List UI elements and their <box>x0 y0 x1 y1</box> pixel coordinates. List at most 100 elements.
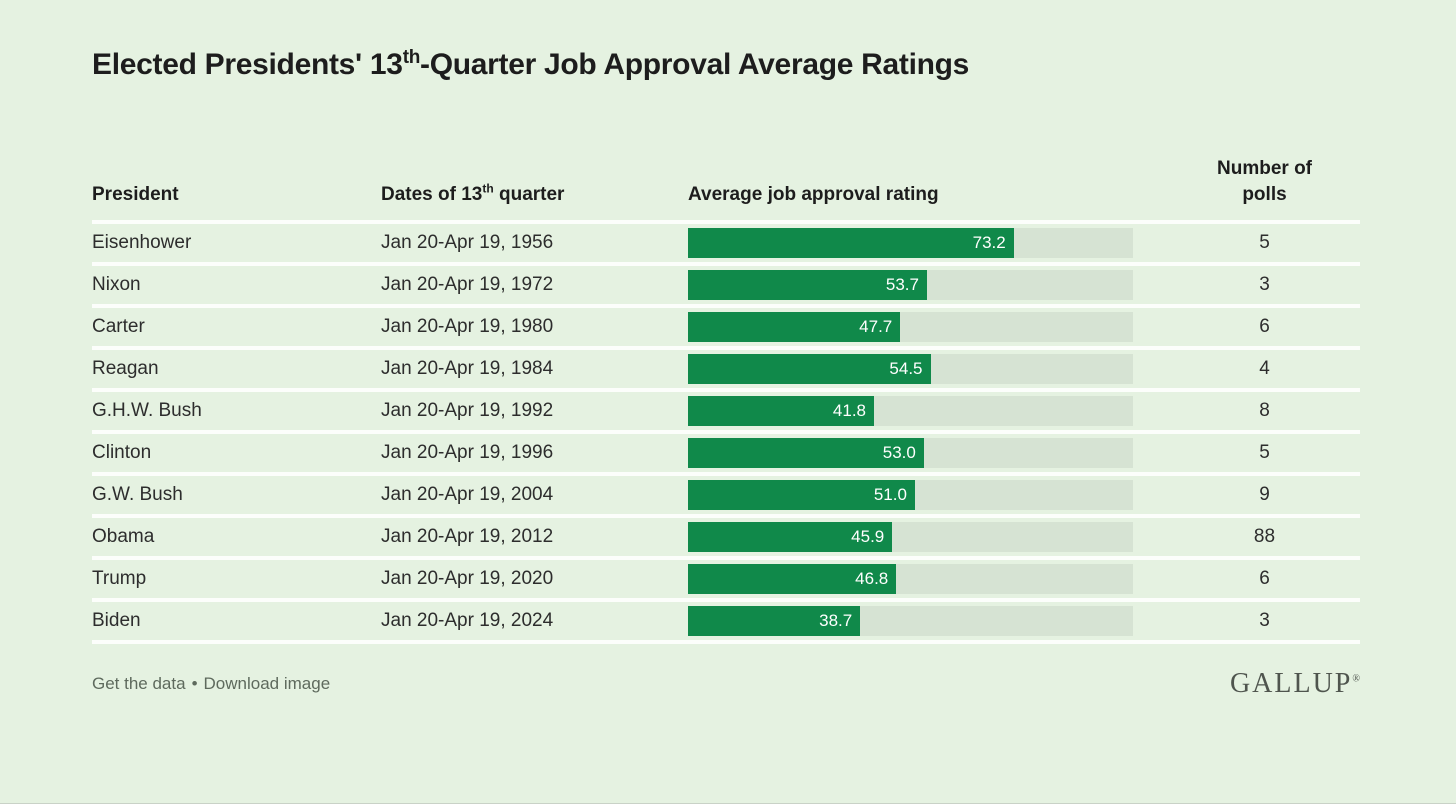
quarter-dates: Jan 20-Apr 19, 2004 <box>381 484 554 506</box>
approval-bar-fill: 51.0 <box>688 480 915 511</box>
quarter-dates: Jan 20-Apr 19, 2020 <box>381 568 554 590</box>
approval-bar-track: 46.8 <box>688 564 1133 595</box>
approval-bar-cell: 41.8 <box>688 396 1169 427</box>
approval-bar-cell: 51.0 <box>688 480 1169 511</box>
table-row: G.W. Bush Jan 20-Apr 19, 2004 51.0 9 <box>92 476 1360 519</box>
footer-links-separator: • <box>191 674 198 694</box>
poll-count: 5 <box>1259 442 1270 464</box>
approval-bar-cell: 54.5 <box>688 354 1169 385</box>
approval-bar-fill: 53.7 <box>688 270 927 301</box>
quarter-dates: Jan 20-Apr 19, 1984 <box>381 358 554 380</box>
approval-value-label: 73.2 <box>972 233 1006 253</box>
poll-count: 6 <box>1259 568 1270 590</box>
dates-header-text: Dates of 13 <box>381 183 483 205</box>
approval-bar-cell: 53.7 <box>688 270 1169 301</box>
approval-bar-cell: 53.0 <box>688 438 1169 469</box>
approval-bar-track: 53.0 <box>688 438 1133 469</box>
approval-bar-track: 54.5 <box>688 354 1133 385</box>
president-name: Obama <box>92 526 155 548</box>
footer-links: Get the data • Download image <box>92 674 330 694</box>
table-row: Biden Jan 20-Apr 19, 2024 38.7 3 <box>92 602 1360 645</box>
approval-bar-track: 53.7 <box>688 270 1133 301</box>
approval-bar-fill: 47.7 <box>688 312 901 343</box>
president-name: Eisenhower <box>92 232 192 254</box>
approval-value-label: 46.8 <box>855 569 889 589</box>
approval-value-label: 51.0 <box>873 485 907 505</box>
gallup-logo: GALLUP® <box>1230 668 1360 700</box>
president-name: G.H.W. Bush <box>92 400 202 422</box>
title-superscript: th <box>402 47 421 68</box>
registered-trademark-mark: ® <box>1352 673 1360 685</box>
president-name: G.W. Bush <box>92 484 183 506</box>
approval-value-label: 54.5 <box>889 359 923 379</box>
approval-table: President Dates of 13th quarter Average … <box>92 156 1360 645</box>
approval-bar-fill: 46.8 <box>688 564 897 595</box>
quarter-dates: Jan 20-Apr 19, 1992 <box>381 400 554 422</box>
approval-bar-track: 45.9 <box>688 522 1133 553</box>
table-row: Nixon Jan 20-Apr 19, 1972 53.7 3 <box>92 266 1360 309</box>
approval-bar-cell: 47.7 <box>688 312 1169 343</box>
approval-bar-fill: 41.8 <box>688 396 874 427</box>
table-header-row: President Dates of 13th quarter Average … <box>92 156 1360 225</box>
quarter-dates: Jan 20-Apr 19, 2012 <box>381 526 554 548</box>
approval-bar-cell: 73.2 <box>688 228 1169 259</box>
dates-header-suffix: quarter <box>493 183 565 205</box>
approval-bar-track: 47.7 <box>688 312 1133 343</box>
get-the-data-link[interactable]: Get the data <box>92 674 186 694</box>
table-row: G.H.W. Bush Jan 20-Apr 19, 1992 41.8 8 <box>92 392 1360 435</box>
approval-bar-track: 38.7 <box>688 606 1133 637</box>
quarter-dates: Jan 20-Apr 19, 1980 <box>381 316 554 338</box>
approval-bar-cell: 45.9 <box>688 522 1169 553</box>
approval-bar-track: 51.0 <box>688 480 1133 511</box>
table-body: Eisenhower Jan 20-Apr 19, 1956 73.2 5 Ni… <box>92 224 1360 645</box>
table-row: Carter Jan 20-Apr 19, 1980 47.7 6 <box>92 308 1360 351</box>
approval-bar-fill: 53.0 <box>688 438 924 469</box>
approval-bar-track: 41.8 <box>688 396 1133 427</box>
quarter-dates: Jan 20-Apr 19, 1972 <box>381 274 554 296</box>
poll-count: 8 <box>1259 400 1270 422</box>
approval-bar-cell: 46.8 <box>688 564 1169 595</box>
table-row: Clinton Jan 20-Apr 19, 1996 53.0 5 <box>92 434 1360 477</box>
footer: Get the data • Download image GALLUP® <box>92 668 1360 700</box>
table-row: Eisenhower Jan 20-Apr 19, 1956 73.2 5 <box>92 224 1360 267</box>
approval-bar-fill: 54.5 <box>688 354 931 385</box>
poll-count: 3 <box>1259 274 1270 296</box>
poll-count: 4 <box>1259 358 1270 380</box>
column-header-rating: Average job approval rating <box>688 183 939 205</box>
quarter-dates: Jan 20-Apr 19, 1956 <box>381 232 554 254</box>
approval-value-label: 53.0 <box>882 443 916 463</box>
column-header-dates: Dates of 13th quarter <box>381 182 688 208</box>
approval-value-label: 38.7 <box>819 611 853 631</box>
gallup-logo-text: GALLUP <box>1229 668 1353 700</box>
column-header-polls: Number of polls <box>1169 156 1360 207</box>
table-row: Trump Jan 20-Apr 19, 2020 46.8 6 <box>92 560 1360 603</box>
table-row: Obama Jan 20-Apr 19, 2012 45.9 88 <box>92 518 1360 561</box>
dates-header-superscript: th <box>482 181 494 196</box>
approval-value-label: 41.8 <box>832 401 866 421</box>
title-text-suffix: -Quarter Job Approval Average Ratings <box>420 48 970 81</box>
polls-header-line1: Number of <box>1217 158 1312 179</box>
approval-bar-fill: 38.7 <box>688 606 861 637</box>
quarter-dates: Jan 20-Apr 19, 1996 <box>381 442 554 464</box>
approval-bar-fill: 45.9 <box>688 522 893 553</box>
approval-value-label: 45.9 <box>851 527 885 547</box>
quarter-dates: Jan 20-Apr 19, 2024 <box>381 610 554 632</box>
title-text: Elected Presidents' 13 <box>92 48 403 81</box>
column-header-president: President <box>92 183 179 205</box>
table-row: Reagan Jan 20-Apr 19, 1984 54.5 4 <box>92 350 1360 393</box>
president-name: Clinton <box>92 442 152 464</box>
approval-value-label: 47.7 <box>859 317 893 337</box>
download-image-link[interactable]: Download image <box>203 674 331 694</box>
poll-count: 6 <box>1259 316 1270 338</box>
page-title: Elected Presidents' 13th-Quarter Job App… <box>92 48 1360 82</box>
approval-bar-cell: 38.7 <box>688 606 1169 637</box>
poll-count: 3 <box>1259 610 1270 632</box>
approval-bar-fill: 73.2 <box>688 228 1014 259</box>
president-name: Reagan <box>92 358 159 380</box>
president-name: Trump <box>92 568 147 590</box>
approval-bar-track: 73.2 <box>688 228 1133 259</box>
polls-header-line2: polls <box>1242 183 1287 205</box>
poll-count: 88 <box>1253 526 1276 548</box>
poll-count: 5 <box>1259 232 1270 254</box>
